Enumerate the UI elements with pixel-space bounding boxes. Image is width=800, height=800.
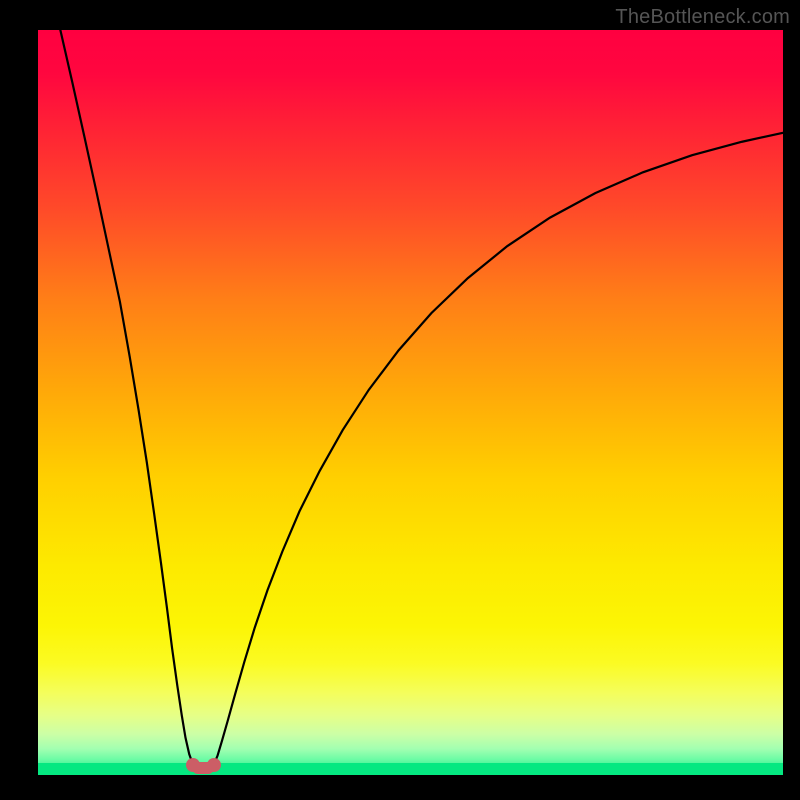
- plot-area: [38, 30, 783, 775]
- curve-marker-left: [186, 758, 200, 772]
- chart-frame: TheBottleneck.com: [0, 0, 800, 800]
- watermark-text: TheBottleneck.com: [615, 6, 790, 29]
- curve-marker-right: [207, 758, 221, 772]
- curve-right: [214, 133, 783, 765]
- curve-left: [60, 30, 193, 765]
- curve-svg: [38, 30, 783, 775]
